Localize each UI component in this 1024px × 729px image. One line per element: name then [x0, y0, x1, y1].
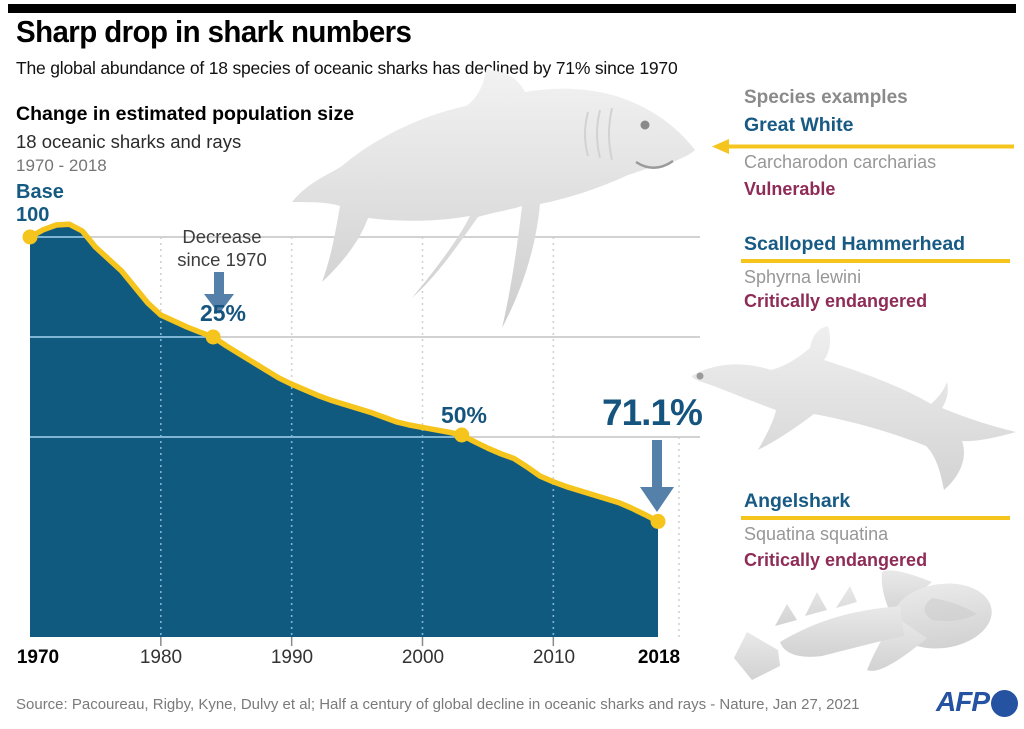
shark-mouth — [635, 159, 674, 169]
pct71-label: 71.1% — [602, 392, 703, 433]
species-panel-heading: Species examples — [744, 87, 908, 108]
species-rule — [741, 516, 1010, 520]
afp-logo-text: AFP — [936, 686, 990, 717]
species-latin-great-white: Carcharodon carcharias — [744, 152, 937, 172]
hammerhead-shark-illustration — [692, 326, 1016, 490]
base-label-line1: Base — [16, 181, 64, 203]
x-tick-1990: 1990 — [270, 647, 314, 668]
species-status-hammerhead: Critically endangered — [744, 291, 928, 311]
down-arrow-icon — [204, 272, 234, 314]
species-latin-hammerhead: Sphyrna lewini — [744, 267, 862, 287]
decrease-line2: since 1970 — [177, 249, 267, 270]
afp-logo: AFP — [936, 686, 1018, 718]
left-arrow-icon — [712, 139, 1014, 154]
chart-heading: Change in estimated population size — [16, 103, 355, 125]
base-100-label: Base 100 — [16, 181, 64, 227]
species-latin-angelshark: Squatina squatina — [744, 524, 889, 544]
species-rule — [741, 259, 1010, 263]
down-arrow-71-icon — [640, 440, 674, 512]
top-rule — [8, 4, 1016, 13]
x-tick-2000: 2000 — [401, 647, 445, 668]
shark-eye — [696, 372, 704, 380]
x-tick-1980: 1980 — [139, 647, 183, 668]
angelshark-illustration — [734, 570, 992, 680]
great-white-shark-illustration — [292, 70, 695, 328]
pct25-label: 25% — [199, 300, 247, 326]
species-status-angelshark: Critically endangered — [744, 550, 928, 570]
species-name-hammerhead: Scalloped Hammerhead — [744, 233, 966, 255]
species-status-great-white: Vulnerable — [744, 179, 836, 199]
page-subtitle: The global abundance of 18 species of oc… — [16, 58, 678, 78]
decrease-annotation: Decrease since 1970 — [152, 225, 292, 271]
species-name-angelshark: Angelshark — [744, 490, 851, 512]
pct50-label: 50% — [440, 402, 488, 428]
source-credit: Source: Pacoureau, Rigby, Kyne, Dulvy et… — [16, 696, 860, 713]
x-tick-2010: 2010 — [532, 647, 576, 668]
page-title: Sharp drop in shark numbers — [16, 14, 412, 49]
chart-subheading: 18 oceanic sharks and rays — [16, 131, 242, 152]
x-tick-1970: 1970 — [16, 647, 60, 668]
x-tick-2018: 2018 — [637, 647, 681, 668]
base-label-line2: 100 — [16, 204, 50, 226]
shark-eye — [640, 120, 650, 130]
decrease-line1: Decrease — [182, 226, 262, 247]
species-name-great-white: Great White — [744, 114, 854, 136]
afp-logo-globe-icon — [991, 689, 1018, 717]
chart-period: 1970 - 2018 — [16, 156, 107, 175]
